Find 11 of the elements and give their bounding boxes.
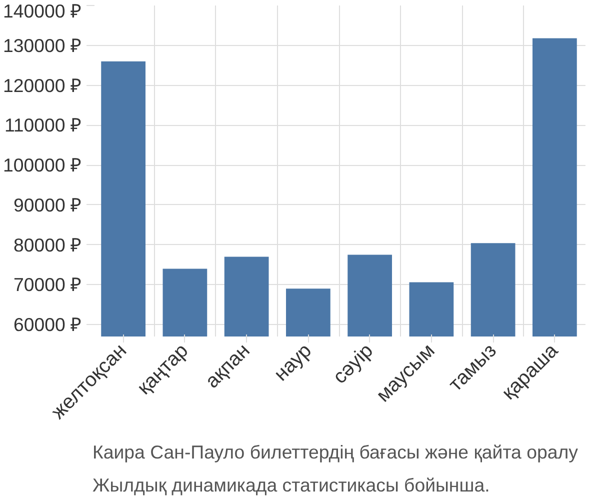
y-tick-label: 60000 ₽ [13, 314, 82, 336]
y-tick-label: 120000 ₽ [3, 74, 82, 96]
y-tick-label: 130000 ₽ [3, 34, 82, 56]
y-tick-label: 140000 ₽ [3, 0, 82, 22]
text: Каира Сан-Пауло билеттердің бағасы және қайта оралу [92, 442, 579, 462]
y-tick-label: 90000 ₽ [13, 194, 82, 216]
y-tick-label: 110000 ₽ [4, 114, 82, 136]
y-tick-label: 70000 ₽ [13, 274, 82, 296]
y-tick-label: 100000 ₽ [3, 154, 82, 176]
y-tick-label: 80000 ₽ [13, 234, 82, 256]
text: Жылдық динамикада статистикасы бойынша. [92, 474, 490, 496]
